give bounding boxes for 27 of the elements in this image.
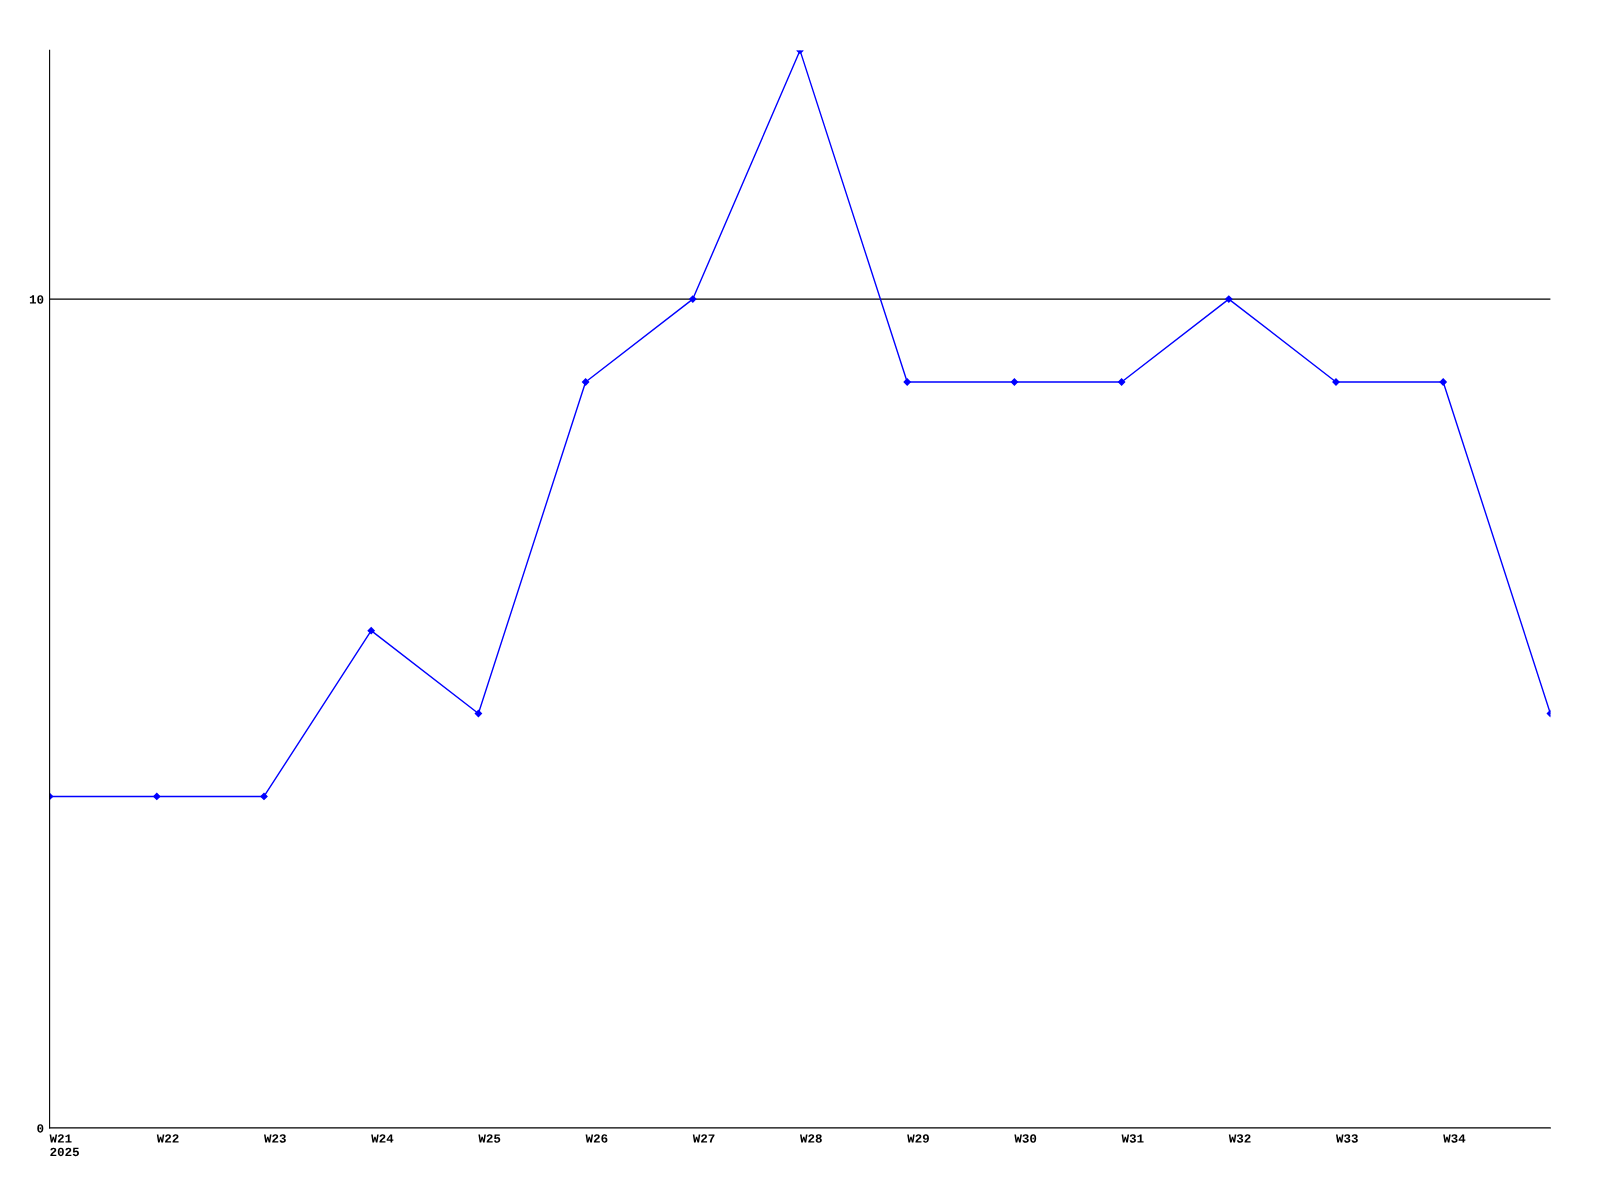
x-tick-label: W24 xyxy=(371,1134,394,1143)
y-tick-label: 10 xyxy=(29,295,44,304)
x-tick-label: W34 xyxy=(1443,1134,1466,1143)
x-tick-label: W26 xyxy=(585,1134,608,1143)
point xyxy=(581,378,590,386)
point xyxy=(1117,378,1126,386)
point xyxy=(474,709,483,718)
point xyxy=(1439,378,1447,386)
x-tick-label: W27 xyxy=(692,1134,715,1143)
y-tick-label: 0 xyxy=(37,1124,44,1133)
x-tick-label: W21 2025 xyxy=(49,1134,79,1157)
point xyxy=(1010,378,1019,386)
x-tick-label: W31 xyxy=(1121,1134,1144,1143)
point xyxy=(367,627,375,635)
x-tick-label: W25 xyxy=(478,1134,501,1143)
x-tick-label: W30 xyxy=(1014,1134,1037,1143)
point xyxy=(153,792,161,801)
x-tick-label: W32 xyxy=(1228,1134,1251,1143)
point xyxy=(1225,295,1233,303)
point xyxy=(689,295,697,303)
x-tick-label: W23 xyxy=(264,1134,286,1143)
x-tick-label: W28 xyxy=(800,1134,822,1143)
x-tick-label: W29 xyxy=(907,1134,929,1143)
point xyxy=(903,378,911,386)
x-tick-label: W33 xyxy=(1336,1134,1358,1143)
x-tick-label: W22 xyxy=(156,1134,179,1143)
point xyxy=(260,792,268,801)
